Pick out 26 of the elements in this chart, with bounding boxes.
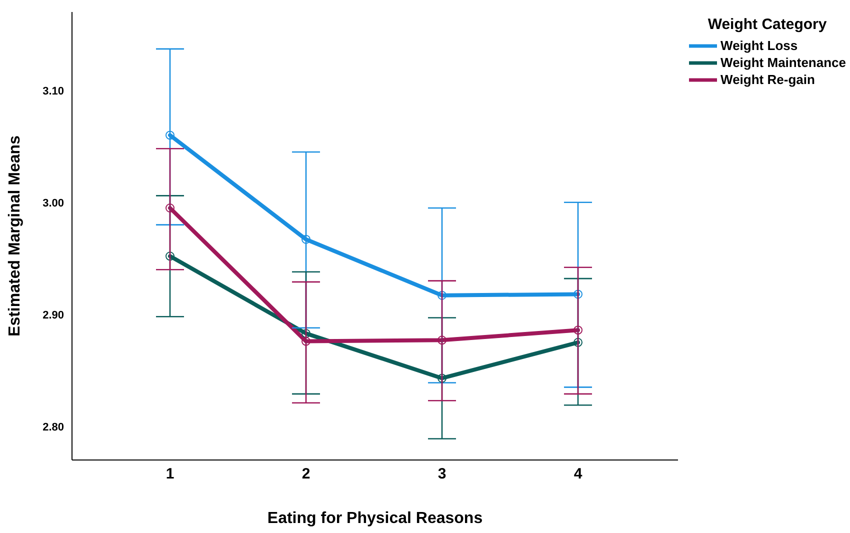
y-tick-label: 3.00	[42, 197, 64, 210]
point	[438, 336, 446, 345]
legend-label: Weight Loss	[720, 38, 798, 53]
y-tick-label: 3.10	[42, 85, 64, 98]
y-tick-label: 2.90	[42, 309, 64, 322]
x-tick-label: 4	[574, 466, 583, 483]
x-tick-label: 3	[438, 466, 446, 483]
point	[302, 328, 310, 338]
legend-label: Weight Re-gain	[720, 72, 815, 87]
point	[302, 234, 310, 244]
point	[438, 374, 446, 383]
point	[302, 336, 310, 346]
legend-label: Weight Maintenance	[720, 55, 846, 70]
x-tick-label: 2	[302, 466, 310, 483]
point	[574, 290, 582, 299]
point	[438, 290, 446, 300]
point	[574, 326, 582, 335]
y-axis-title: Estimated Marginal Means	[6, 135, 24, 336]
point	[166, 252, 174, 261]
legend-title: Weight Category	[706, 16, 828, 33]
y-tick-label: 2.80	[42, 421, 64, 434]
x-axis-title: Eating for Physical Reasons	[267, 510, 483, 527]
point	[574, 338, 582, 347]
point	[166, 130, 174, 140]
point	[166, 204, 174, 212]
x-tick-label: 1	[166, 466, 174, 483]
